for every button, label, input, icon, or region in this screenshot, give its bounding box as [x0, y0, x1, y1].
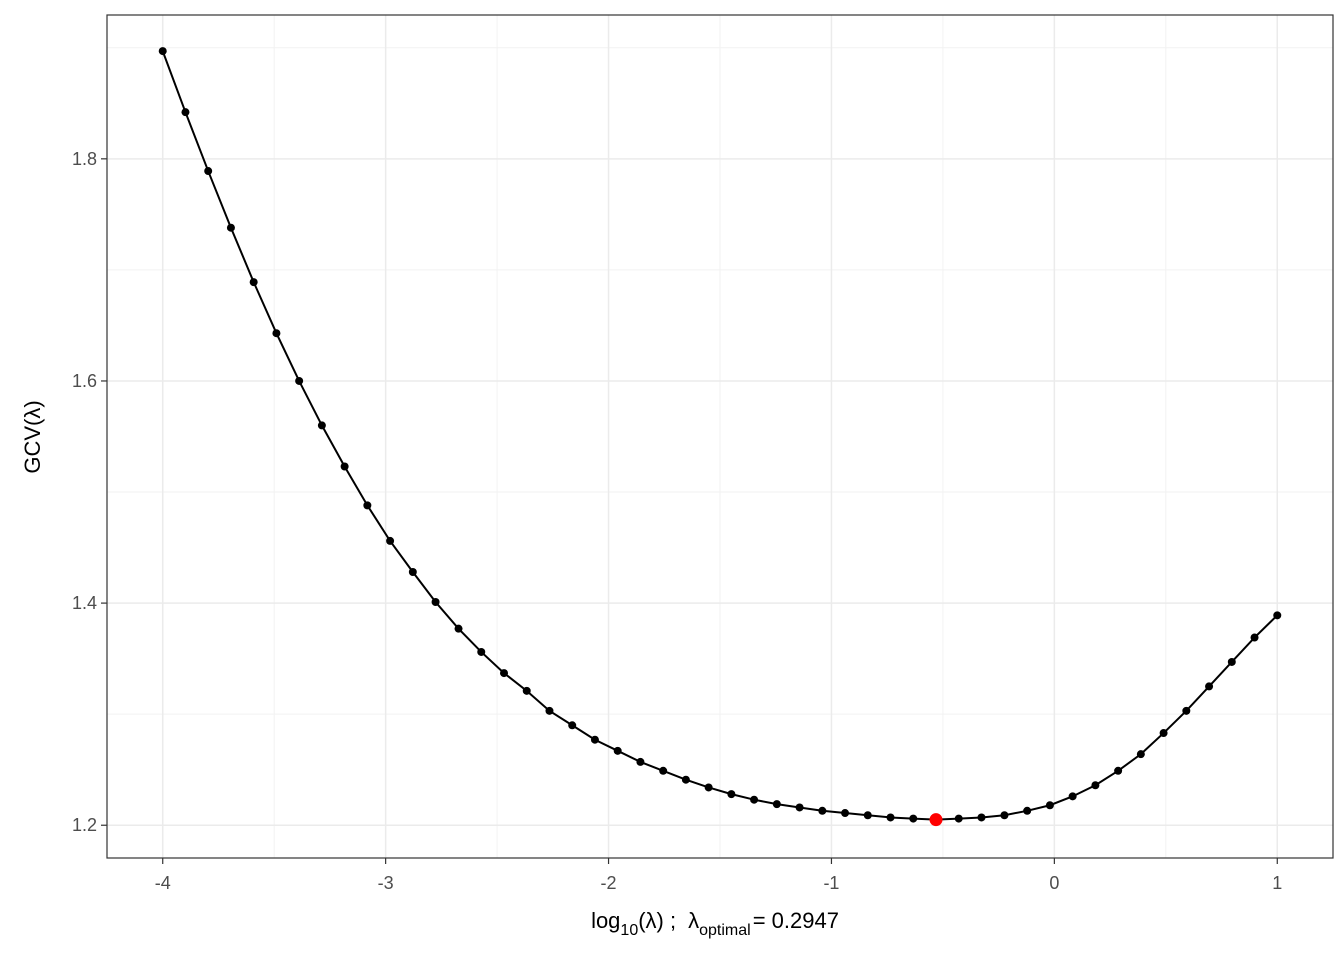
point — [590, 735, 599, 744]
point — [954, 814, 963, 823]
y-tick-label: 1.2 — [72, 815, 97, 835]
x-tick-label: -2 — [601, 873, 617, 893]
point — [818, 806, 827, 815]
point — [1023, 806, 1032, 815]
point — [522, 686, 531, 695]
point — [226, 223, 235, 232]
point — [431, 597, 440, 606]
panel-border — [106, 14, 1334, 859]
x-axis-title-part: 10 — [620, 922, 638, 939]
point — [1159, 729, 1168, 738]
point — [568, 721, 577, 730]
axes: -4 -3 -2 -1 0 1 1.2 1.4 1.6 1.8 — [72, 149, 1282, 893]
point — [727, 790, 736, 799]
line — [161, 50, 1278, 821]
x-tick-label: 1 — [1272, 873, 1282, 893]
x-tick-label: -3 — [378, 873, 394, 893]
y-tick-label: 1.6 — [72, 371, 97, 391]
point — [340, 462, 349, 471]
point — [363, 501, 372, 510]
point — [408, 568, 417, 577]
point — [1045, 801, 1054, 810]
point — [500, 669, 509, 678]
point — [909, 814, 918, 823]
point — [1114, 766, 1123, 775]
point — [841, 809, 850, 818]
point — [863, 811, 872, 820]
point — [477, 647, 486, 656]
x-axis-title-part: λ — [688, 908, 699, 933]
point — [158, 47, 167, 56]
point — [681, 775, 690, 784]
point — [613, 746, 622, 755]
point — [1227, 657, 1236, 666]
point — [636, 757, 645, 766]
y-axis-title: GCV(λ) — [20, 400, 45, 473]
point — [1250, 633, 1259, 642]
x-axis-title-part: log — [591, 908, 620, 933]
point — [886, 813, 895, 822]
x-axis-title-part: optimal — [699, 922, 751, 939]
point — [249, 278, 258, 287]
x-tick-label: -4 — [155, 873, 171, 893]
x-axis-title: log10(λ) ; λoptimal= 0.2947 — [591, 908, 839, 939]
y-tick-label: 1.4 — [72, 593, 97, 613]
y-tick-label: 1.8 — [72, 149, 97, 169]
point — [204, 167, 213, 176]
point — [317, 421, 326, 430]
point — [795, 803, 804, 812]
x-tick-label: 0 — [1049, 873, 1059, 893]
x-axis-title-part: (λ) ; — [638, 908, 676, 933]
marks — [158, 47, 1282, 827]
grid — [107, 15, 1333, 858]
point — [704, 783, 713, 792]
point — [977, 813, 986, 822]
x-tick-label: -1 — [823, 873, 839, 893]
point — [1182, 706, 1191, 715]
point — [545, 706, 554, 715]
point — [1000, 811, 1009, 820]
point — [1136, 750, 1145, 759]
point — [181, 108, 190, 117]
point — [750, 795, 759, 804]
point — [1091, 781, 1100, 790]
point — [1205, 682, 1214, 691]
point — [454, 624, 463, 633]
point — [1068, 792, 1077, 801]
point — [295, 376, 304, 385]
point — [772, 800, 781, 809]
point — [1273, 611, 1282, 620]
point — [659, 766, 668, 775]
optimal-point — [929, 813, 943, 827]
x-axis-title-part: = 0.2947 — [753, 908, 839, 933]
point — [272, 329, 281, 338]
point — [386, 536, 395, 545]
